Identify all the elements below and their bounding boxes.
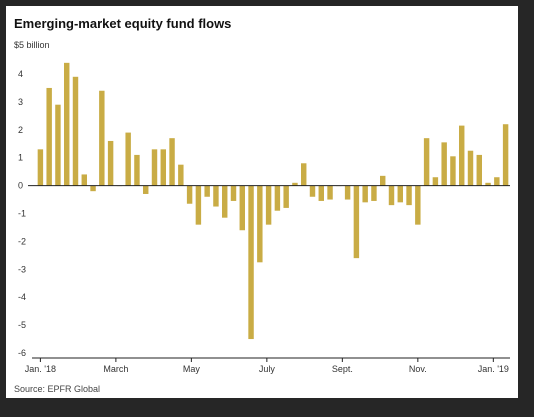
bar [81,174,87,186]
x-tick-label: Nov. [409,364,427,374]
bar [204,185,210,197]
bar [432,177,439,186]
bar [371,185,377,201]
y-tick-label: 0 [18,181,23,191]
bar [423,138,430,186]
x-tick-label: Jan. '19 [478,364,509,374]
x-tick-label: July [259,364,276,374]
y-tick-label: -3 [18,264,26,274]
y-tick-label: -1 [18,209,26,219]
bar [55,104,61,186]
bar [459,125,465,186]
bar [230,185,237,201]
bar [265,185,272,225]
bar [327,185,333,200]
bar [72,76,79,186]
bar [248,185,254,340]
bar [125,132,131,186]
bar [318,185,324,201]
bar [344,185,351,200]
y-tick-label: -5 [18,320,26,330]
chart-title: Emerging-market equity fund flows [14,16,232,31]
bar [46,87,52,186]
bar [441,142,447,186]
bar [213,185,219,207]
bar [222,185,228,218]
y-tick-label: 2 [18,125,23,135]
x-tick-label: Sept. [332,364,353,374]
chart-card: Emerging-market equity fund flows $5 bil… [6,6,518,398]
bar [257,185,263,263]
bar [90,185,96,192]
y-tick-label: -4 [18,292,26,302]
bar [64,62,70,186]
bar [186,185,193,204]
bar [476,154,482,186]
y-tick-label: -2 [18,236,26,246]
bar [502,124,509,186]
bar [467,150,474,186]
bar [178,164,184,186]
bar [292,182,298,186]
bar [151,149,158,186]
y-axis-unit-label: $5 billion [14,40,50,50]
bar [406,185,412,206]
bar [415,185,421,225]
bar [485,182,491,186]
source-note: Source: EPFR Global [14,384,101,394]
bar [169,138,175,186]
bar [274,185,281,211]
bar [450,156,456,186]
bar [99,90,105,186]
bar [309,185,316,197]
y-tick-label: 1 [18,153,23,163]
bar [134,154,140,186]
bar [37,149,44,186]
bar [362,185,368,203]
bar [195,185,202,225]
bar [397,185,403,203]
y-tick-label: 4 [18,69,23,79]
bar [380,175,386,186]
bar [143,185,149,194]
bar [160,149,166,186]
chart-plot: $5 billion 4 3 2 1 0 -1 -2 -3 -4 -5 -6 Jan. '18 Mar… [14,40,510,374]
bar [239,185,245,231]
bar [301,163,307,186]
y-tick-label: 3 [18,97,23,107]
bar [107,140,114,186]
bar [494,177,500,186]
x-tick-label: Jan. '18 [25,364,56,374]
x-tick-label: May [183,364,201,374]
bar [283,185,289,208]
bar [388,185,395,206]
bar [353,185,360,259]
y-tick-label: -6 [18,348,26,358]
x-tick-label: March [103,364,128,374]
